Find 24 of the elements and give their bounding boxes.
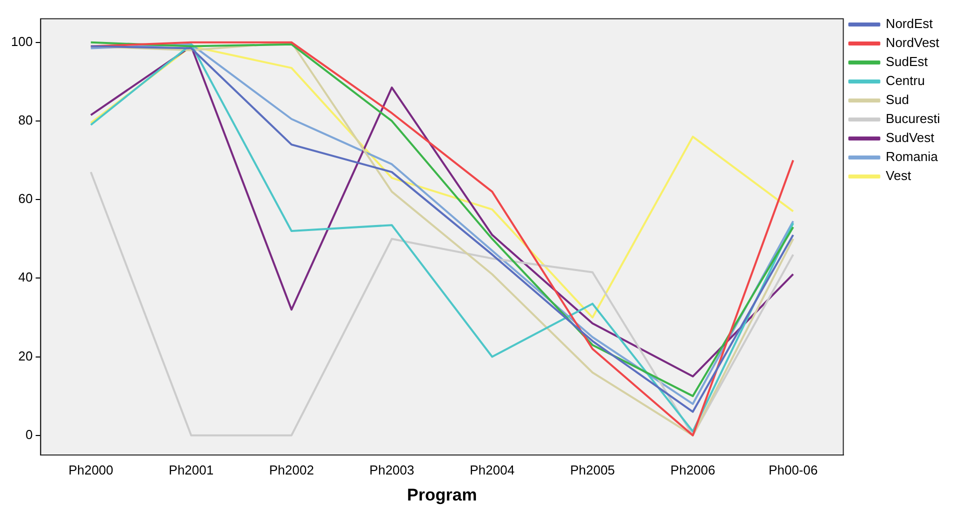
x-tick-label: Ph2006 — [670, 462, 716, 478]
x-tick-label: Ph2000 — [68, 462, 114, 478]
legend-label: SudVest — [886, 130, 935, 146]
x-tick-label: Ph2001 — [168, 462, 214, 478]
y-tick-label: 60 — [18, 191, 33, 206]
y-tick-label: 100 — [10, 34, 33, 49]
x-axis-title: Program — [407, 485, 477, 504]
x-tick-label: Ph2003 — [369, 462, 414, 478]
y-tick-label: 40 — [18, 270, 33, 285]
legend-label: NordEst — [886, 16, 934, 32]
legend-label: SudEst — [886, 54, 928, 70]
x-tick-label: Ph2002 — [269, 462, 314, 478]
y-tick-label: 20 — [18, 348, 33, 364]
y-tick-label: 80 — [18, 112, 33, 128]
legend-label: Centru — [886, 73, 925, 88]
x-tick-label: Ph00-06 — [768, 462, 818, 478]
legend-label: NordVest — [886, 35, 940, 50]
legend-label: Sud — [886, 92, 909, 108]
legend-label: Bucuresti — [886, 111, 940, 126]
x-tick-label: Ph2004 — [470, 462, 515, 478]
x-tick-label: Ph2005 — [570, 462, 615, 478]
legend-label: Romania — [886, 149, 939, 164]
legend-label: Vest — [886, 168, 912, 184]
y-tick-label: 0 — [25, 426, 33, 442]
